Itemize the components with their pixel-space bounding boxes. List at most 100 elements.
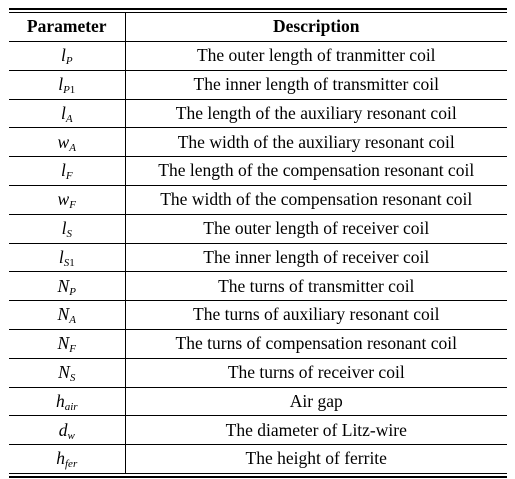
table-header-row: Parameter Description	[9, 13, 507, 42]
symbol-base: h	[56, 448, 65, 469]
symbol-subscript: P1	[63, 84, 75, 96]
parameter-cell: NS	[9, 358, 126, 388]
parameter-cell: lP	[9, 41, 126, 71]
symbol-subscript: A	[69, 142, 76, 154]
parameter-symbol: lA	[60, 102, 73, 125]
description-cell: The turns of receiver coil	[125, 358, 507, 388]
symbol-subscript: A	[66, 113, 73, 125]
table-row: NA The turns of auxiliary resonant coil	[9, 300, 507, 330]
description-cell: The diameter of Litz-wire	[125, 415, 507, 446]
parameter-symbol: NP	[57, 275, 76, 298]
subscript-number: 1	[69, 83, 76, 96]
symbol-base: h	[55, 390, 65, 411]
subscript-letter: F	[69, 343, 76, 356]
parameter-symbol: wF	[57, 189, 76, 211]
parameter-cell: NA	[9, 300, 126, 330]
table-row: NP The turns of transmitter coil	[9, 271, 507, 302]
description-column-header: Description	[125, 13, 507, 42]
description-cell: The outer length of tranmitter coil	[125, 41, 507, 71]
description-cell: The outer length of receiver coil	[125, 214, 507, 244]
parameter-cell: hair	[9, 387, 126, 417]
description-cell: The turns of transmitter coil	[125, 271, 507, 302]
symbol-base: l	[58, 246, 64, 267]
subscript-letter: S	[63, 256, 70, 269]
description-cell: The turns of auxiliary resonant coil	[125, 300, 507, 330]
symbol-subscript: S1	[64, 257, 75, 269]
symbol-base: N	[57, 304, 70, 325]
symbol-subscript: F	[66, 170, 73, 182]
subscript-letter: A	[69, 314, 76, 327]
description-cell: The width of the auxiliary resonant coil	[125, 127, 507, 158]
parameter-symbol: lP	[61, 45, 73, 68]
subscript-letter: A	[69, 141, 76, 154]
parameter-cell: wA	[9, 127, 126, 158]
parameter-symbol: lS	[61, 217, 72, 240]
top-rule-inner	[9, 11, 507, 13]
parameter-cell: lS	[9, 214, 126, 244]
parameter-cell: lP1	[9, 70, 126, 100]
parameter-symbol: lP1	[58, 73, 75, 96]
symbol-subscript: P	[69, 286, 76, 298]
symbol-base: l	[60, 102, 66, 123]
bottom-rule-inner	[9, 472, 507, 475]
subscript-letter: w	[67, 429, 75, 442]
table-row: wA The width of the auxiliary resonant co…	[9, 127, 507, 158]
parameter-symbol: hair	[55, 390, 78, 413]
subscript-letter: F	[69, 199, 76, 212]
parameter-symbol: lS1	[58, 246, 75, 269]
table-row: NF The turns of compensation resonant coi…	[9, 329, 507, 359]
parameter-table-container: Parameter Description lP The outer length…	[9, 8, 507, 478]
parameter-cell: hfer	[9, 444, 126, 473]
subscript-letter: S	[69, 371, 76, 384]
symbol-subscript: F	[69, 343, 76, 355]
description-cell: The length of the compensation resonant …	[125, 156, 507, 186]
parameter-symbol: wA	[57, 131, 76, 154]
table-row: lP1 The inner length of transmitter coil	[9, 70, 507, 100]
parameter-symbol: NS	[58, 361, 76, 384]
subscript-letter: S	[66, 227, 72, 240]
subscript-number: 1	[69, 256, 75, 269]
subscript-letter: fer	[65, 458, 78, 471]
parameter-symbol: dw	[58, 419, 75, 442]
table-row: hair Air gap	[9, 387, 507, 417]
symbol-subscript: fer	[65, 458, 77, 470]
symbol-base: w	[57, 189, 70, 210]
subscript-letter: P	[63, 83, 70, 96]
parameter-cell: lF	[9, 156, 126, 186]
symbol-subscript: S	[70, 372, 76, 384]
parameter-symbol: lF	[61, 160, 73, 182]
description-cell: The height of ferrite	[245, 448, 387, 469]
description-cell: The inner length of receiver coil	[125, 243, 507, 273]
parameter-cell: NP	[9, 271, 126, 302]
subscript-letter: air	[64, 400, 78, 413]
top-rule-outer	[9, 8, 507, 10]
subscript-letter: A	[65, 112, 73, 125]
subscript-letter: P	[65, 55, 73, 68]
symbol-base: l	[61, 217, 67, 238]
symbol-base: d	[58, 419, 68, 440]
symbol-base: l	[58, 73, 64, 94]
table-body: lP The outer length of tranmitter coil lP1…	[9, 41, 507, 473]
table-row: lF The length of the compensation resonan…	[9, 156, 507, 186]
parameter-column-header: Parameter	[9, 13, 126, 42]
table-row: wF The width of the compensation resonant…	[9, 185, 507, 215]
symbol-subscript: air	[65, 401, 78, 413]
description-cell: The width of the compensation resonant c…	[125, 185, 507, 215]
symbol-base: N	[58, 361, 70, 382]
bottom-rule-outer	[9, 476, 507, 478]
symbol-base: N	[57, 333, 70, 354]
description-cell: The length of the auxiliary resonant coi…	[125, 99, 507, 129]
table-row: lP The outer length of tranmitter coil	[9, 41, 507, 71]
symbol-base: w	[57, 131, 70, 152]
symbol-base: N	[57, 275, 70, 296]
symbol-subscript: S	[66, 228, 72, 240]
parameter-cell: lS1	[9, 243, 126, 273]
table-row: lA The length of the auxiliary resonant c…	[9, 99, 507, 129]
table-row: lS The outer length of receiver coil	[9, 214, 507, 244]
parameter-symbol: hfer	[56, 448, 77, 470]
subscript-letter: P	[69, 285, 76, 298]
symbol-subscript: A	[69, 314, 76, 326]
parameter-cell: lA	[9, 99, 126, 129]
symbol-subscript: F	[69, 199, 76, 211]
description-cell: Air gap	[125, 387, 507, 417]
